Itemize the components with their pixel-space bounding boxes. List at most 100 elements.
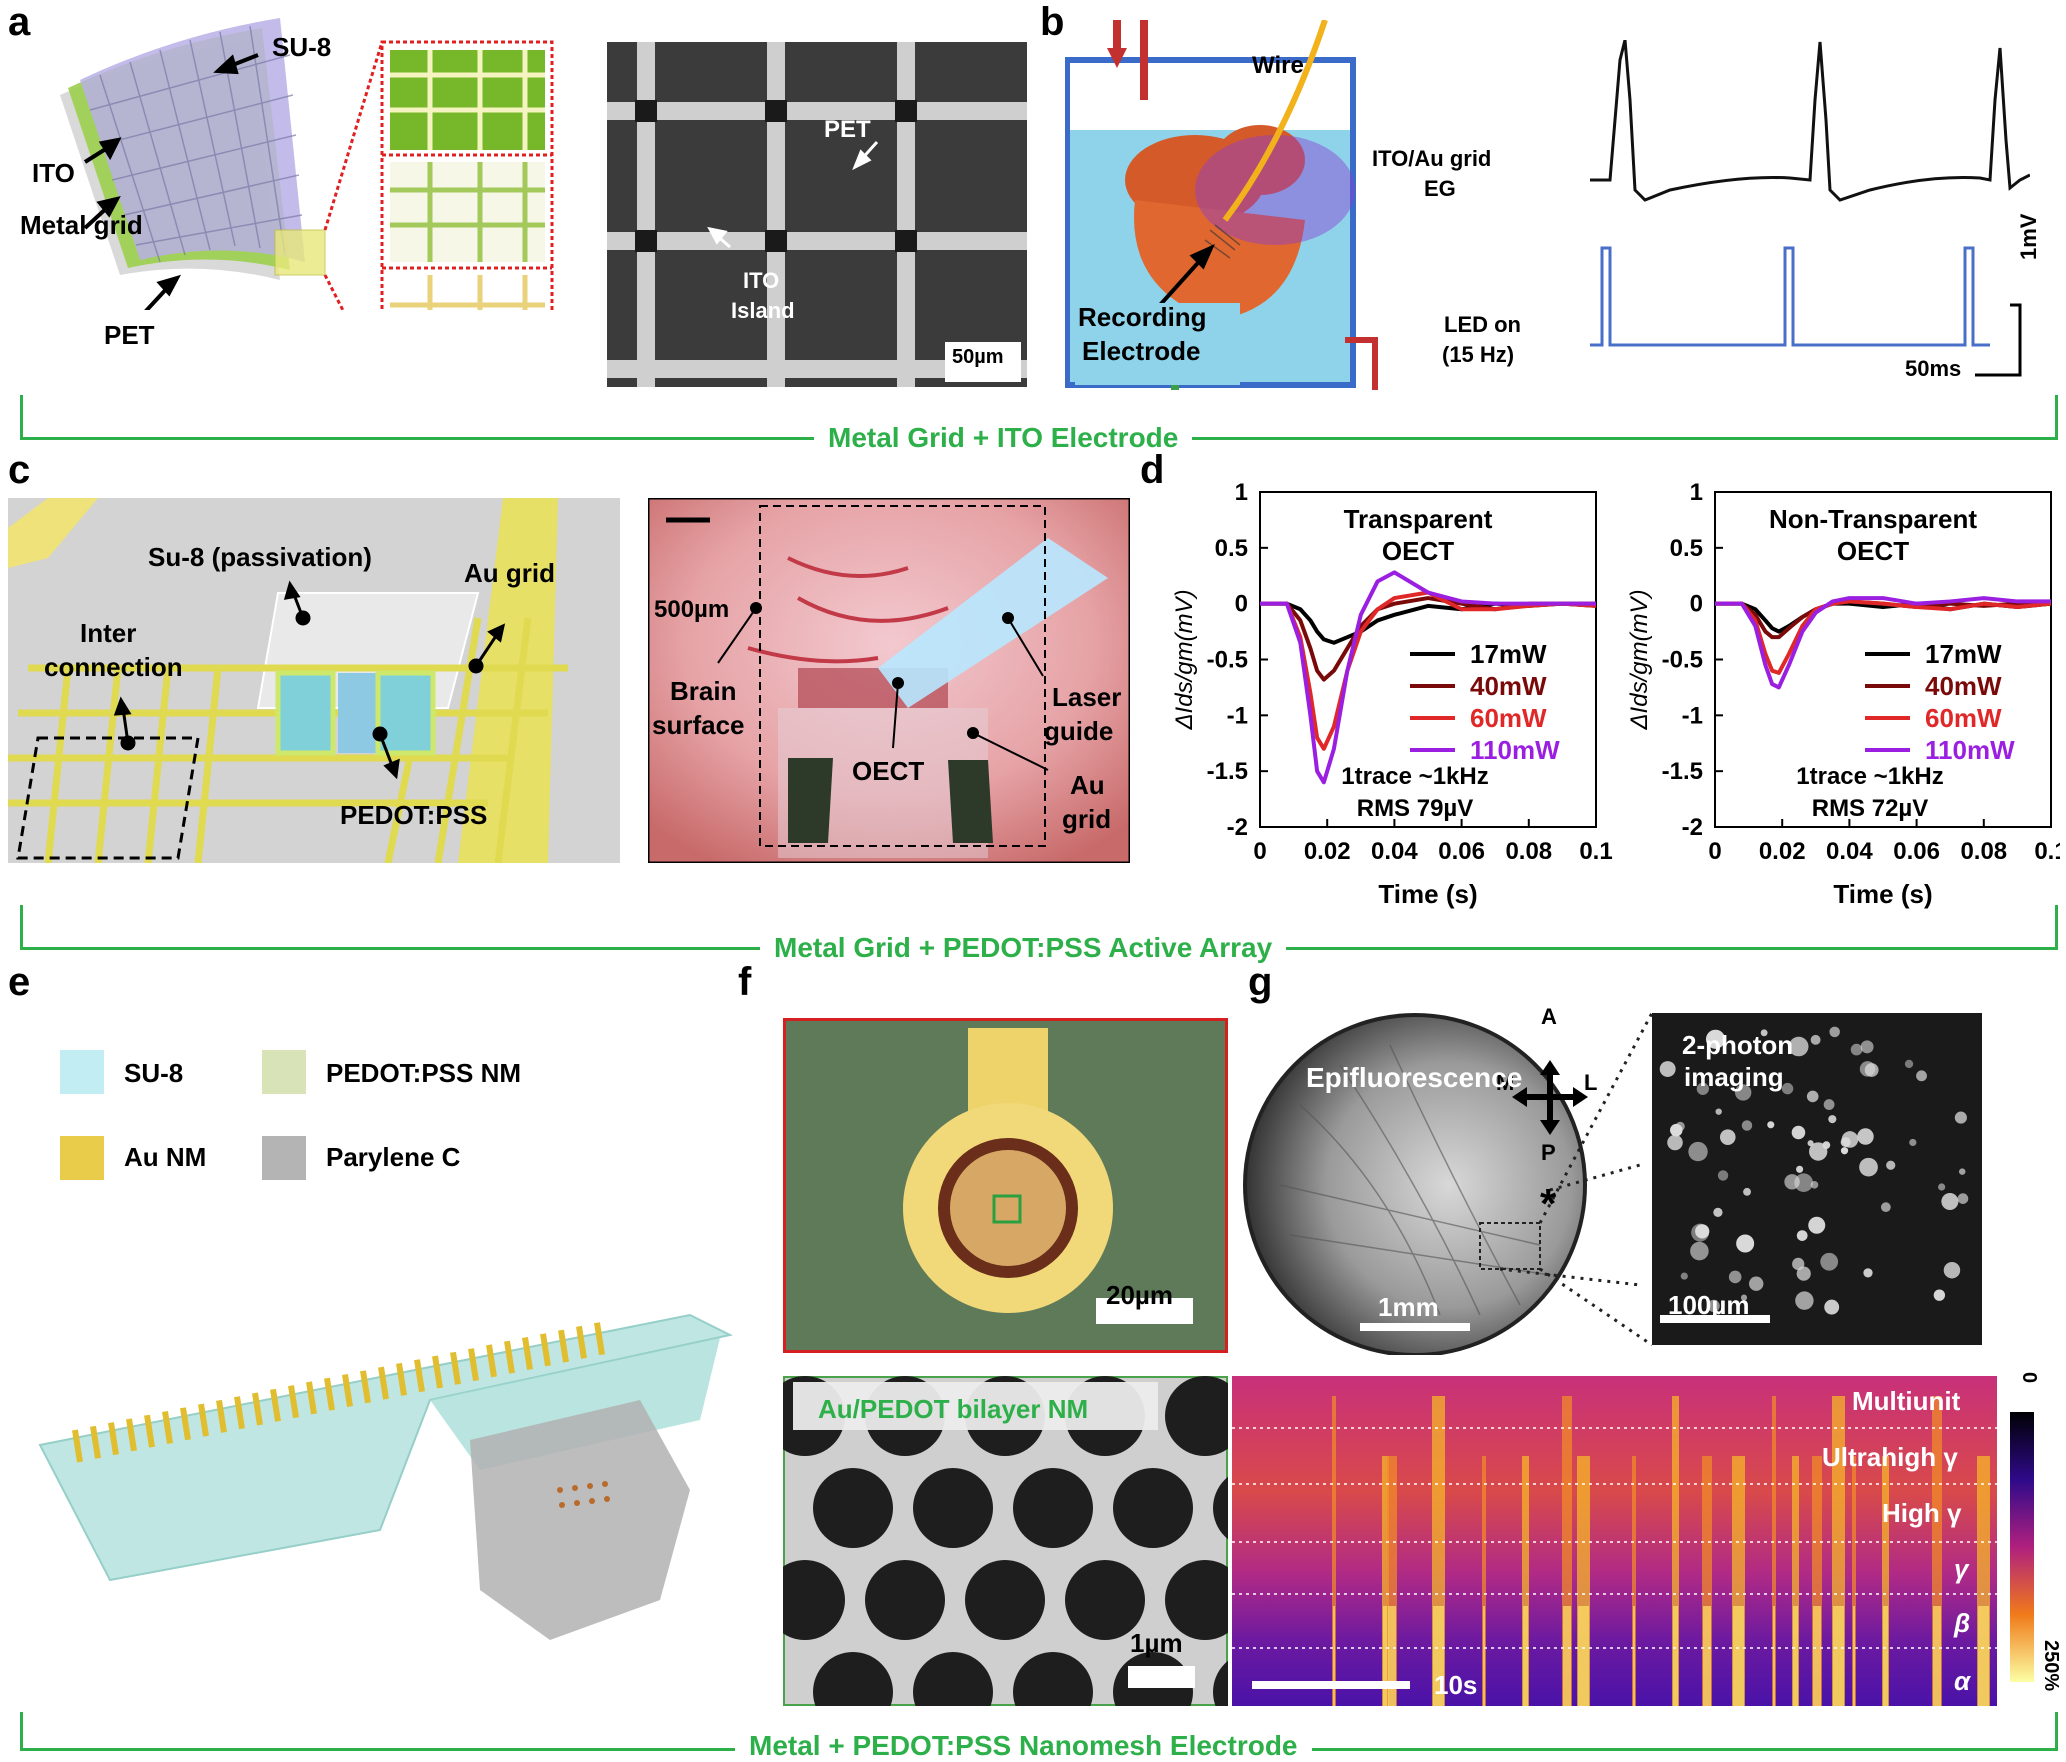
scale-1mv: 1mV (2016, 213, 2041, 260)
panel-f-electrode (783, 1018, 1228, 1353)
legend-label-parylene: Parylene C (326, 1142, 461, 1172)
legend-label-au: Au NM (124, 1142, 207, 1172)
sem-label-ito: ITO (743, 268, 780, 293)
legend-swatch-su8 (60, 1050, 104, 1094)
colorbar-max: 250% (2040, 1640, 2062, 1692)
y-axis-label: ΔIds/gm(mV) (1626, 589, 1653, 730)
y-tick-label: 1 (1690, 479, 1703, 506)
panel-b-setup (1065, 20, 1378, 390)
label-au: Au (1070, 770, 1105, 800)
series-line-110mW (1715, 596, 2051, 690)
scalebar-500um: 500µm (654, 596, 730, 623)
compass-m: M (1496, 1070, 1515, 1095)
legend-label: 110mW (1470, 735, 1560, 765)
x-tick-label: 0.02 (1759, 838, 1806, 865)
x-tick-label: 0.1 (2034, 838, 2060, 865)
label-inter: Inter (80, 618, 137, 648)
panel-label-g: g (1248, 960, 1273, 1004)
label-guide: guide (1044, 716, 1114, 746)
x-tick-label: 0 (1708, 838, 1721, 865)
chart-title-line1: Transparent (1344, 504, 1493, 534)
label-star: * (1540, 1180, 1557, 1227)
annotation-line1: 1trace ~1kHz (1341, 763, 1488, 790)
label-imaging: imaging (1684, 1062, 1784, 1092)
y-tick-label: -2 (1682, 814, 1703, 841)
y-tick-label: 0 (1690, 591, 1703, 618)
y-tick-label: -0.5 (1662, 647, 1703, 674)
legend-label-pedot: PEDOT:PSS NM (326, 1058, 522, 1088)
band-multiunit: Multiunit (1852, 1386, 1961, 1416)
label-grid: grid (1062, 804, 1112, 834)
panel-c-schematic (8, 498, 620, 863)
panel-label-a: a (8, 0, 31, 44)
legend-label: 60mW (1470, 703, 1547, 733)
panel-d-charts: 0 0.02 0.04 0.06 0.08 0.1 1 0.5 0 -0.5 -1 -1.5 -2 Tra… (1171, 479, 2060, 909)
annotation-line2: RMS 72µV (1812, 795, 1929, 822)
legend-swatch-pedot (262, 1050, 306, 1094)
annotation-line2: RMS 79µV (1357, 795, 1474, 822)
panel-label-c: c (8, 448, 31, 492)
label-connection: connection (44, 652, 183, 682)
legend-label: 60mW (1925, 703, 2002, 733)
y-tick-label: -1.5 (1207, 758, 1248, 785)
label-metal-grid: Metal grid (20, 210, 143, 240)
section-label-1: Metal Grid + ITO Electrode (814, 422, 1193, 454)
legend-label: 40mW (1925, 671, 2002, 701)
trace-label-ito-au: ITO/Au grid (1372, 146, 1492, 171)
x-tick-label: 0.04 (1826, 838, 1873, 865)
label-brain: Brain (670, 676, 737, 706)
compass-l: L (1584, 1070, 1598, 1095)
label-su8-passivation: Su-8 (passivation) (148, 542, 372, 572)
band-ultrahigh-gamma: Ultrahigh γ (1822, 1442, 1958, 1472)
label-bilayer: Au/PEDOT bilayer NM (818, 1394, 1089, 1424)
band-high-gamma: High γ (1882, 1498, 1962, 1528)
label-electrode: Electrode (1082, 336, 1201, 366)
legend-label: 17mW (1470, 639, 1547, 669)
scalebar-10s: 10s (1434, 1670, 1478, 1700)
x-tick-label: 0.06 (1438, 838, 1485, 865)
label-su8: SU-8 (272, 32, 332, 62)
sem-image (607, 42, 1027, 387)
panel-f-nanomesh (783, 1376, 1228, 1706)
panel-label-f: f (738, 960, 752, 1004)
y-tick-label: -1 (1227, 702, 1248, 729)
y-tick-label: -1 (1682, 702, 1703, 729)
panel-g-spectrogram (1232, 1376, 2034, 1706)
series-line-60mW (1715, 599, 2052, 675)
scalebar-20um: 20µm (1106, 1280, 1174, 1310)
panel-label-e: e (8, 960, 31, 1004)
series-line-17mW (1260, 601, 1597, 645)
band-beta: β (1954, 1608, 1971, 1638)
y-tick-label: -2 (1227, 814, 1248, 841)
annotation-line1: 1trace ~1kHz (1796, 763, 1943, 790)
compass-p: P (1541, 1140, 1556, 1165)
chart-0: 0 0.02 0.04 0.06 0.08 0.1 1 0.5 0 -0.5 -1 -1.5 -2 Tra… (1171, 479, 1613, 909)
chart-title-line2: OECT (1837, 536, 1909, 566)
series-line-110mW (1260, 570, 1596, 785)
label-epifluorescence: Epifluorescence (1306, 1062, 1523, 1093)
trace-label-freq: (15 Hz) (1442, 342, 1515, 367)
scalebar-100um: 100µm (1668, 1290, 1750, 1320)
section-label-2: Metal Grid + PEDOT:PSS Active Array (760, 932, 1287, 964)
legend-label: 17mW (1925, 639, 2002, 669)
label-pedot-pss: PEDOT:PSS (340, 800, 488, 830)
x-tick-label: 0.08 (1960, 838, 2007, 865)
label-recording: Recording (1078, 302, 1207, 332)
y-tick-label: 0 (1235, 591, 1248, 618)
label-ito: ITO (32, 158, 75, 188)
label-oect: OECT (852, 756, 925, 786)
y-tick-label: 0.5 (1670, 535, 1703, 562)
trace-label-eg: EG (1424, 176, 1456, 201)
y-tick-label: -1.5 (1662, 758, 1703, 785)
panel-label-d: d (1140, 448, 1165, 492)
legend-swatch-parylene (262, 1136, 306, 1180)
y-tick-label: 0.5 (1215, 535, 1248, 562)
sem-label-island: Island (731, 298, 795, 323)
band-alpha: α (1954, 1666, 1971, 1696)
scale-50ms: 50ms (1905, 356, 1962, 381)
x-axis-label: Time (s) (1378, 879, 1477, 909)
panel-g-imaging (1243, 1012, 1982, 1355)
x-axis-label: Time (s) (1833, 879, 1932, 909)
y-tick-label: -0.5 (1207, 647, 1248, 674)
x-tick-label: 0.06 (1893, 838, 1940, 865)
